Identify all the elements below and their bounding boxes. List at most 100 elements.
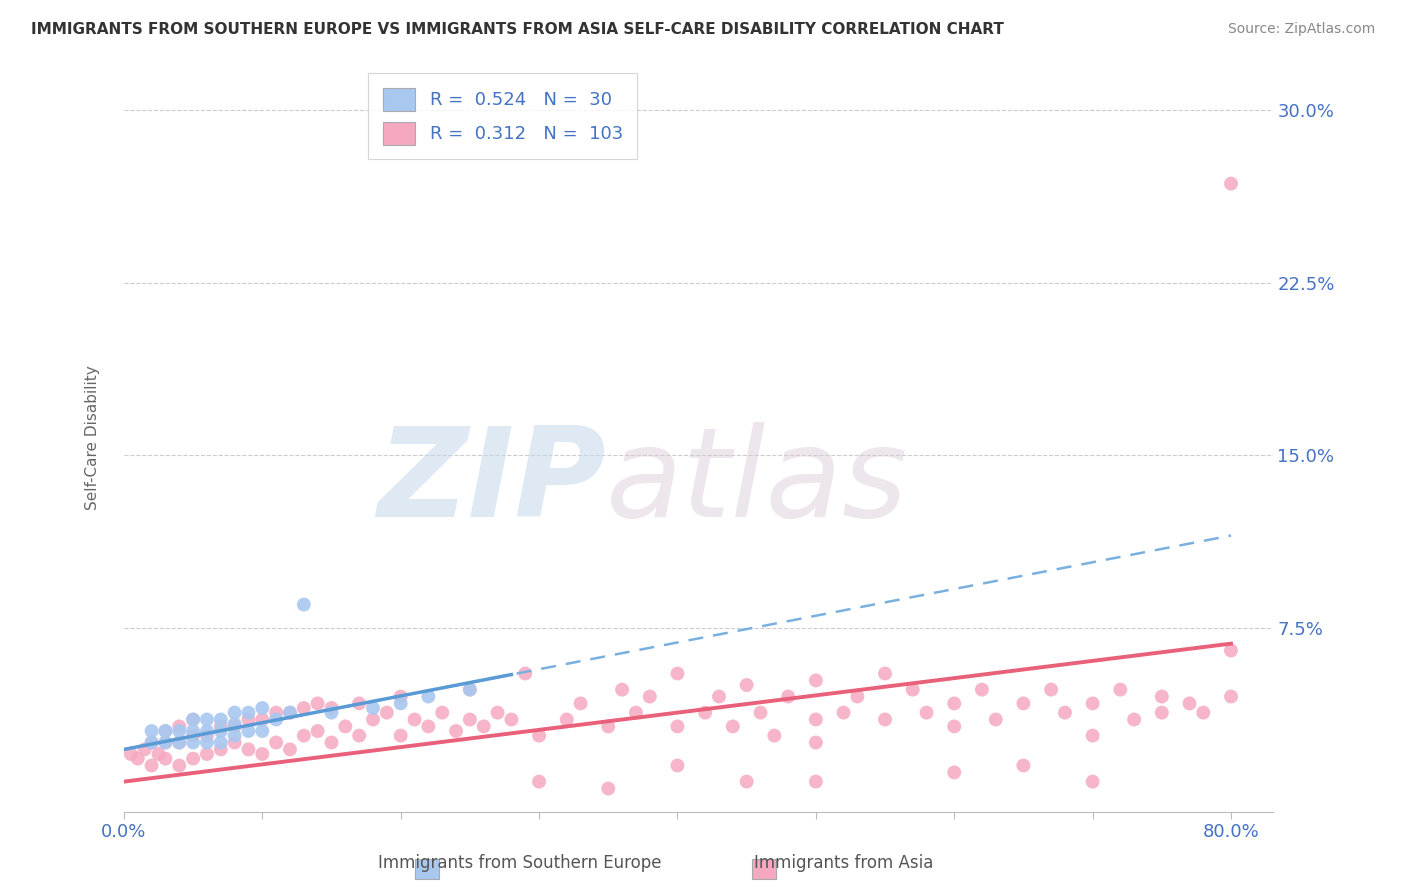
Point	[292, 598, 315, 612]
Point	[1178, 697, 1201, 711]
Point	[155, 724, 177, 739]
Point	[141, 724, 163, 739]
Text: Immigrants from Southern Europe: Immigrants from Southern Europe	[378, 855, 662, 872]
Point	[347, 697, 370, 711]
Point	[804, 673, 827, 688]
Point	[195, 735, 218, 749]
Point	[224, 717, 246, 731]
Point	[472, 719, 495, 733]
Point	[375, 706, 398, 720]
Point	[321, 735, 343, 749]
Point	[1053, 706, 1076, 720]
Point	[148, 747, 170, 761]
Point	[169, 724, 191, 739]
Point	[120, 747, 142, 761]
Text: atlas: atlas	[606, 422, 908, 543]
Point	[527, 729, 550, 743]
Point	[292, 701, 315, 715]
Point	[264, 735, 287, 749]
Point	[735, 774, 758, 789]
Point	[569, 697, 592, 711]
Point	[195, 724, 218, 739]
Point	[209, 724, 232, 739]
Point	[804, 713, 827, 727]
Point	[252, 713, 274, 727]
Point	[1220, 177, 1243, 191]
Point	[1040, 682, 1063, 697]
Point	[873, 713, 896, 727]
Point	[361, 713, 384, 727]
Point	[238, 724, 260, 739]
Point	[804, 774, 827, 789]
Text: Source: ZipAtlas.com: Source: ZipAtlas.com	[1227, 22, 1375, 37]
Point	[292, 729, 315, 743]
Point	[195, 729, 218, 743]
Point	[155, 735, 177, 749]
Y-axis label: Self-Care Disability: Self-Care Disability	[86, 366, 100, 510]
Point	[264, 706, 287, 720]
Point	[1192, 706, 1215, 720]
Point	[458, 682, 481, 697]
Point	[389, 697, 412, 711]
Text: Immigrants from Asia: Immigrants from Asia	[754, 855, 934, 872]
Point	[181, 713, 204, 727]
Point	[1012, 697, 1035, 711]
Point	[209, 719, 232, 733]
Point	[943, 697, 966, 711]
Point	[873, 666, 896, 681]
Point	[984, 713, 1007, 727]
Point	[1081, 774, 1104, 789]
Point	[335, 719, 357, 733]
Point	[141, 758, 163, 772]
Point	[307, 724, 329, 739]
Point	[169, 719, 191, 733]
Point	[1123, 713, 1146, 727]
Point	[1109, 682, 1132, 697]
Text: ZIP: ZIP	[378, 422, 606, 543]
Point	[195, 747, 218, 761]
Point	[347, 729, 370, 743]
Point	[155, 751, 177, 765]
Point	[238, 713, 260, 727]
Point	[943, 719, 966, 733]
Point	[804, 735, 827, 749]
Point	[735, 678, 758, 692]
Point	[209, 742, 232, 756]
Point	[1081, 729, 1104, 743]
Point	[555, 713, 578, 727]
Point	[389, 729, 412, 743]
Point	[749, 706, 772, 720]
Point	[278, 706, 301, 720]
Point	[209, 713, 232, 727]
Point	[915, 706, 938, 720]
Point	[666, 719, 689, 733]
Point	[901, 682, 924, 697]
Point	[321, 701, 343, 715]
Point	[252, 724, 274, 739]
Point	[486, 706, 509, 720]
Point	[181, 735, 204, 749]
Point	[763, 729, 786, 743]
Point	[181, 724, 204, 739]
Point	[209, 735, 232, 749]
Point	[695, 706, 717, 720]
Point	[278, 742, 301, 756]
Point	[238, 742, 260, 756]
Point	[1012, 758, 1035, 772]
Point	[666, 666, 689, 681]
Point	[418, 719, 440, 733]
Point	[458, 713, 481, 727]
Point	[224, 719, 246, 733]
Point	[169, 758, 191, 772]
Point	[778, 690, 800, 704]
Point	[527, 774, 550, 789]
Point	[638, 690, 661, 704]
Point	[252, 747, 274, 761]
Point	[169, 735, 191, 749]
Point	[155, 724, 177, 739]
Point	[278, 706, 301, 720]
Point	[624, 706, 647, 720]
Point	[238, 706, 260, 720]
Point	[224, 735, 246, 749]
Point	[169, 735, 191, 749]
